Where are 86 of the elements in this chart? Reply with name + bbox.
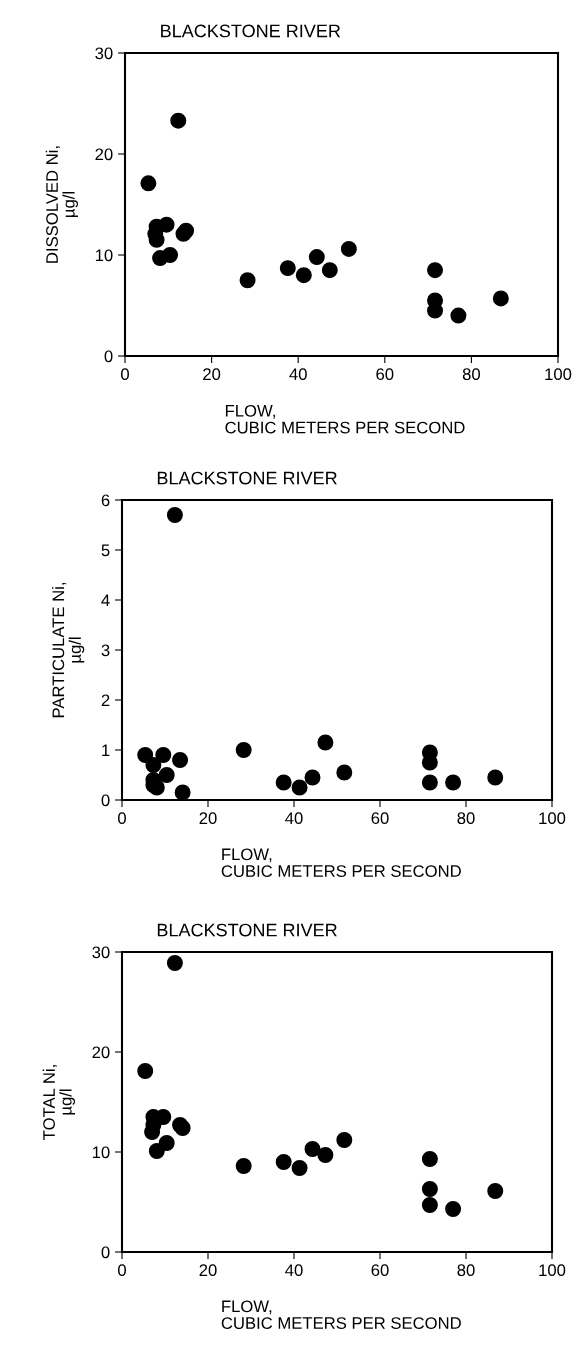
x-tick-label: 60 <box>371 1264 389 1277</box>
point <box>487 1183 504 1199</box>
chart-title: BLACKSTONE RIVER <box>161 24 341 38</box>
point <box>304 769 321 786</box>
point <box>291 779 308 796</box>
y-axis-title: PARTICULATE Ni, µg/l <box>51 582 85 718</box>
x-axis-title: FLOW, CUBIC METERS PER SECOND <box>225 404 465 434</box>
point <box>445 774 462 791</box>
x-tick-label: 80 <box>462 368 481 381</box>
y-tick-label: 20 <box>92 1046 110 1059</box>
point <box>421 1197 438 1213</box>
x-tick-label: 80 <box>457 812 475 825</box>
point <box>158 767 175 783</box>
point <box>239 272 256 289</box>
point <box>304 1141 321 1157</box>
x-tick-label: 0 <box>118 812 126 825</box>
point <box>275 774 292 791</box>
point <box>487 769 504 786</box>
point <box>137 1063 154 1079</box>
point <box>172 752 189 768</box>
point <box>148 1143 165 1159</box>
point <box>336 764 353 781</box>
point <box>158 1135 175 1151</box>
point <box>450 307 467 324</box>
point <box>275 1154 292 1170</box>
chart-title: BLACKSTONE RIVER <box>157 471 337 485</box>
y-axis-title: TOTAL Ni, µg/l <box>42 1065 75 1140</box>
point <box>317 734 334 751</box>
x-tick-label: 0 <box>121 368 129 381</box>
point <box>492 290 509 307</box>
x-tick-label: 80 <box>457 1264 475 1277</box>
x-tick-label: 60 <box>371 812 389 825</box>
point <box>170 112 187 129</box>
point <box>145 757 162 773</box>
y-tick-label: 20 <box>95 148 113 161</box>
point <box>308 249 325 265</box>
y-tick-label: 0 <box>101 1246 110 1259</box>
point <box>155 747 172 763</box>
x-tick-label: 20 <box>199 812 217 825</box>
point <box>317 1147 334 1163</box>
point <box>279 260 296 277</box>
y-tick-label: 30 <box>95 47 113 60</box>
point <box>295 267 312 284</box>
x-tick-label: 0 <box>118 1264 126 1277</box>
x-tick-label: 40 <box>289 368 307 381</box>
point <box>235 742 252 758</box>
point <box>291 1160 308 1176</box>
point <box>336 1132 353 1148</box>
point <box>166 955 183 971</box>
x-axis-title: FLOW, CUBIC METERS PER SECOND <box>221 1300 461 1329</box>
point <box>321 262 338 279</box>
x-tick-label: 40 <box>285 812 303 825</box>
y-tick-label: 0 <box>104 350 113 363</box>
x-tick-label: 40 <box>285 1264 303 1277</box>
y-tick-label: 10 <box>95 249 113 262</box>
point <box>340 240 357 257</box>
point <box>174 784 191 801</box>
y-tick-label: 30 <box>92 946 110 959</box>
x-tick-label: 20 <box>199 1264 217 1277</box>
y-tick-label: 6 <box>101 494 110 507</box>
point <box>140 175 157 192</box>
y-tick-label: 4 <box>101 594 110 607</box>
point <box>421 1181 438 1197</box>
y-tick-label: 0 <box>101 794 110 807</box>
point <box>137 747 154 763</box>
point <box>158 216 175 233</box>
point <box>162 247 179 263</box>
point <box>166 507 183 523</box>
y-tick-label: 1 <box>102 744 110 757</box>
x-tick-label: 100 <box>545 368 572 381</box>
x-tick-label: 20 <box>203 368 221 381</box>
chart-title: BLACKSTONE RIVER <box>157 923 337 937</box>
point <box>445 1201 462 1217</box>
y-axis-title: DISSOLVED Ni, µg/l <box>45 146 78 263</box>
y-tick-label: 3 <box>101 644 110 657</box>
x-axis-title: FLOW, CUBIC METERS PER SECOND <box>221 848 461 877</box>
x-tick-label: 60 <box>376 368 394 381</box>
y-tick-label: 2 <box>101 694 110 707</box>
point <box>427 262 444 279</box>
x-tick-label: 100 <box>539 812 566 825</box>
y-tick-label: 5 <box>101 544 110 557</box>
y-tick-label: 10 <box>92 1146 110 1159</box>
point <box>235 1158 252 1174</box>
point <box>421 774 438 791</box>
x-tick-label: 100 <box>539 1264 566 1277</box>
point <box>421 1151 438 1167</box>
